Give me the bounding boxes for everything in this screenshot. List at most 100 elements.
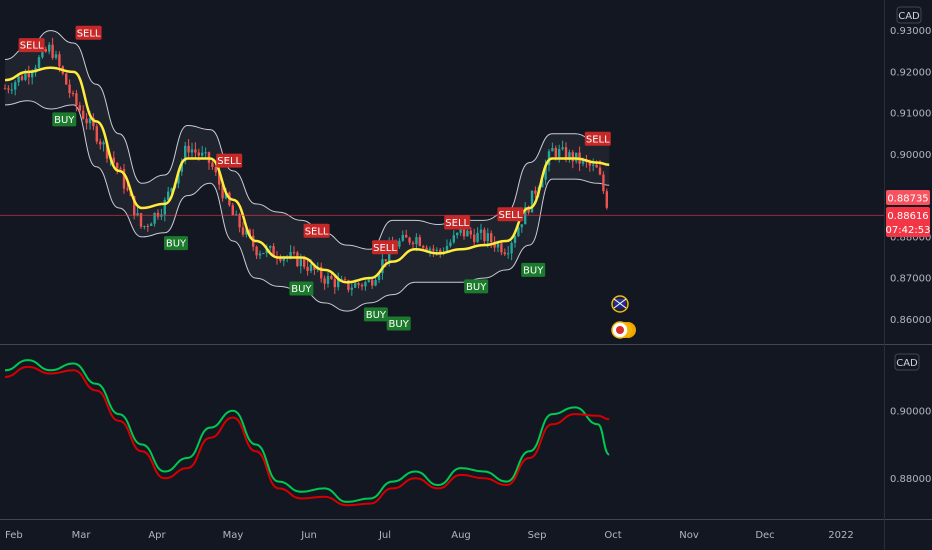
- signal-label: SELL: [498, 210, 522, 221]
- currency-label-main[interactable]: CAD: [896, 6, 922, 24]
- signal-label: BUY: [466, 282, 487, 293]
- lower-band-line: [4, 100, 610, 312]
- currency-label-osc[interactable]: CAD: [894, 353, 920, 371]
- candle-body: [119, 168, 122, 170]
- buy-signal: BUY: [52, 112, 77, 127]
- candle-body: [411, 242, 415, 245]
- time-tick-label: 2022: [828, 530, 853, 541]
- candle-body: [551, 147, 554, 152]
- moving-average-line[interactable]: [4, 66, 610, 284]
- candle-body: [575, 152, 578, 162]
- candle-body: [595, 164, 598, 168]
- time-tick-label: Nov: [679, 530, 699, 541]
- candle-body: [377, 273, 381, 280]
- candle-body: [605, 191, 608, 208]
- candle-body: [374, 279, 377, 286]
- candle-body: [282, 257, 285, 261]
- candle-body: [204, 152, 207, 154]
- candle-body: [78, 105, 81, 111]
- buy-signal: BUY: [363, 307, 388, 322]
- candle-body: [544, 164, 547, 180]
- signal-label: SELL: [445, 218, 469, 229]
- time-tick-label: Apr: [148, 530, 166, 541]
- candle-body: [500, 243, 503, 253]
- sell-signal: SELL: [497, 207, 524, 222]
- economic-event-stack-icon[interactable]: [611, 321, 636, 339]
- buy-signal: BUY: [289, 281, 314, 296]
- signal-label: BUY: [166, 239, 187, 250]
- candle-body: [190, 149, 194, 153]
- candle-body: [292, 252, 296, 254]
- candle-body: [462, 229, 466, 237]
- bollinger-band: [4, 30, 610, 312]
- candle-body: [187, 145, 190, 153]
- oscillator-line-red[interactable]: [4, 365, 610, 507]
- candle-body: [418, 237, 421, 246]
- candle-body: [456, 232, 459, 236]
- candle-body: [146, 225, 149, 227]
- candle-body: [122, 169, 126, 189]
- oscillator-pane[interactable]: [4, 359, 610, 507]
- candle-body: [116, 163, 119, 169]
- candle-body: [269, 246, 272, 248]
- candle-body: [520, 224, 523, 228]
- candle-body: [48, 44, 51, 52]
- candle-body: [170, 188, 173, 192]
- candle-body: [428, 248, 432, 251]
- osc-tick-label: 0.88000: [890, 474, 931, 485]
- candle-body: [350, 287, 353, 290]
- price-axis[interactable]: 0.93000 0.92000 0.91000 0.90000 0.88000 0.870…: [890, 26, 931, 326]
- candle-body: [133, 195, 136, 216]
- signal-label: SELL: [217, 156, 241, 167]
- candle-body: [343, 279, 347, 281]
- candle-body: [534, 190, 537, 194]
- candle-body: [561, 147, 564, 150]
- candle-body: [405, 234, 408, 238]
- candle-body: [459, 229, 462, 233]
- candle-body: [99, 141, 102, 145]
- price-tick-label: 0.93000: [890, 26, 931, 37]
- sell-signal: SELL: [584, 131, 611, 146]
- time-axis[interactable]: Feb Mar Apr May Jun Jul Aug Sep Oct Nov Dec 2022: [5, 530, 854, 541]
- price-tick-label: 0.91000: [890, 109, 931, 120]
- candle-body: [439, 249, 442, 253]
- candle-body: [14, 82, 17, 90]
- candle-body: [330, 275, 333, 280]
- candle-body: [415, 237, 418, 245]
- candle-body: [248, 229, 251, 236]
- candle-body: [289, 252, 292, 257]
- economic-event-flag-icon[interactable]: [611, 295, 629, 313]
- sell-signal: SELL: [216, 153, 243, 168]
- sell-signal: SELL: [18, 38, 45, 53]
- candle-body: [139, 213, 143, 227]
- candle-body: [384, 259, 387, 262]
- candle-body: [571, 152, 574, 162]
- signal-label: SELL: [373, 243, 397, 254]
- buy-signal: BUY: [386, 316, 411, 331]
- signal-label: SELL: [586, 134, 610, 145]
- last-price-text: 0.88616: [887, 211, 928, 222]
- time-tick-label: Feb: [5, 530, 23, 541]
- candle-body: [92, 118, 95, 127]
- prev-close-badge: 0.88735: [886, 190, 930, 205]
- candle-body: [602, 174, 605, 192]
- candle-body: [598, 167, 602, 175]
- signal-label: BUY: [54, 115, 75, 126]
- candle-body: [333, 279, 336, 288]
- price-tick-label: 0.88000: [890, 232, 931, 243]
- oscillator-line-green[interactable]: [4, 359, 610, 503]
- candle-body: [7, 88, 10, 90]
- ma-path[interactable]: [4, 66, 610, 284]
- candle-body: [71, 93, 75, 95]
- candle-body: [102, 142, 105, 145]
- candle-body: [31, 72, 34, 78]
- candle-body: [364, 282, 367, 287]
- candle-body: [136, 213, 139, 216]
- candle-body: [10, 89, 13, 91]
- buy-signal: BUY: [464, 279, 489, 294]
- candle-body: [163, 199, 166, 215]
- candle-body: [507, 253, 510, 255]
- oscillator-axis[interactable]: 0.90000 0.88000: [890, 406, 931, 485]
- candle-body: [255, 246, 258, 256]
